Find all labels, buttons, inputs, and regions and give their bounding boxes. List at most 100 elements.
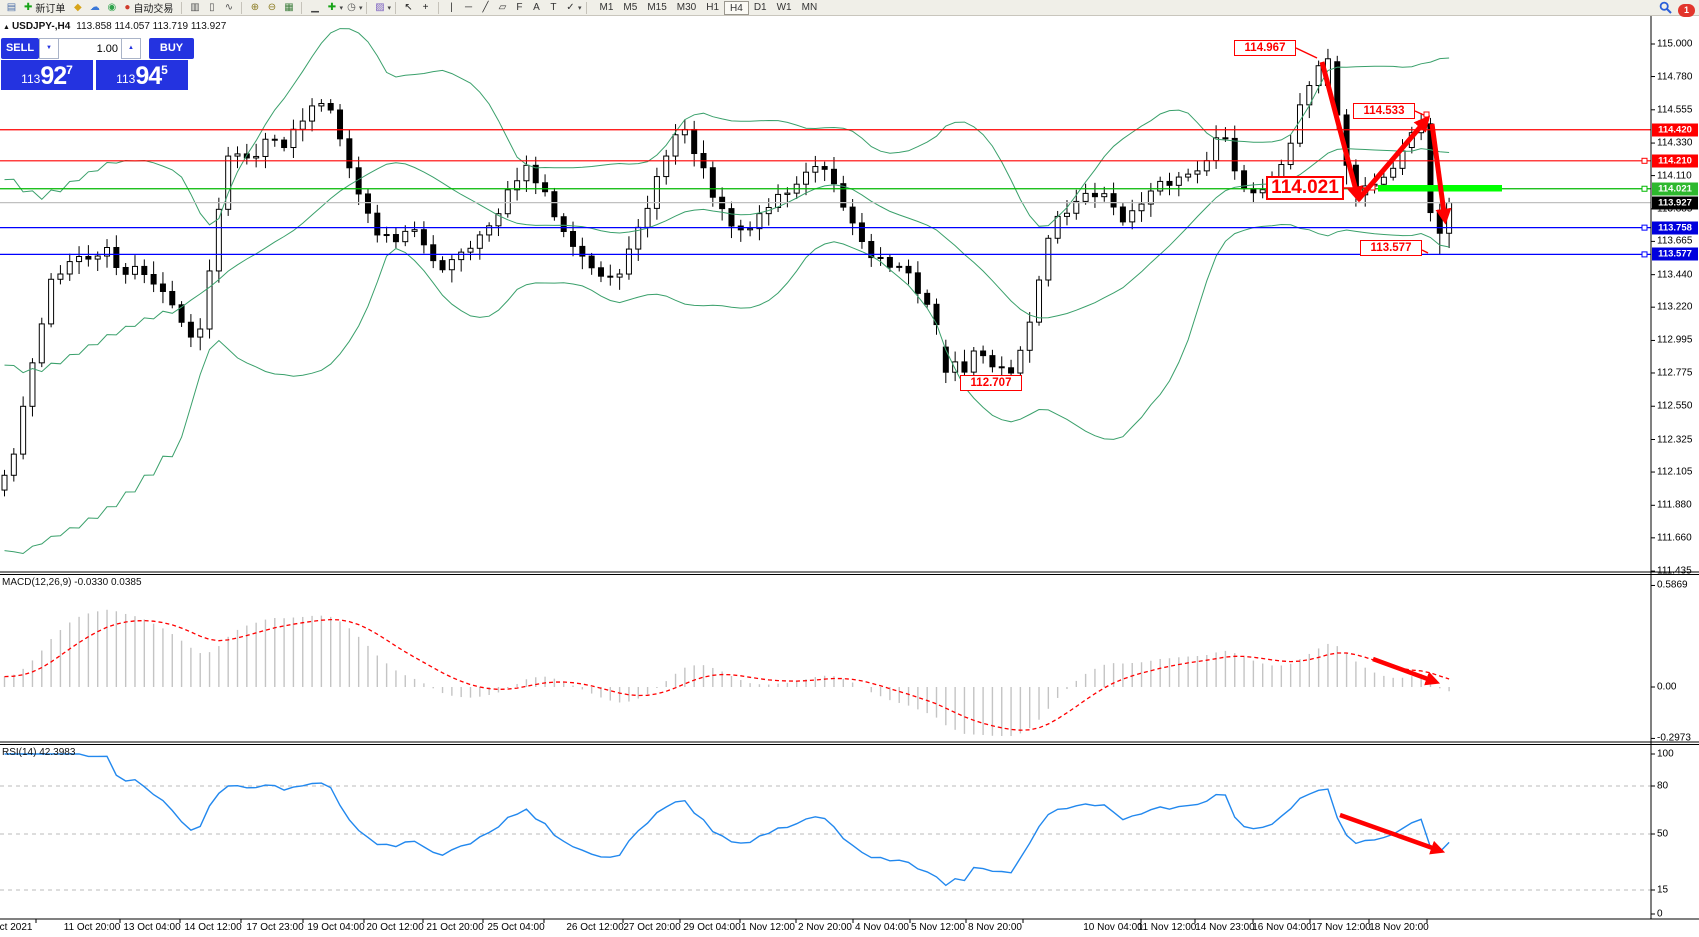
time-axis-label: 14 Oct 12:00 — [184, 922, 242, 933]
notification-badge[interactable]: 1 — [1678, 3, 1695, 17]
timeframe-clock-icon-dropdown[interactable]: ▾ — [358, 4, 363, 12]
time-axis-label: 29 Oct 04:00 — [683, 922, 741, 933]
search-icon[interactable] — [1659, 1, 1672, 19]
favorites-icon[interactable]: ◆ — [74, 1, 82, 13]
annotation-113.577[interactable]: 113.577 — [1360, 240, 1422, 256]
one-click-price-row: 113 92 7 113 94 5 — [1, 60, 198, 90]
price-tick-label: 111.435 — [1657, 565, 1692, 577]
price-tick-label: 114.110 — [1657, 170, 1692, 182]
bar-chart-icon[interactable]: ▥ — [190, 1, 200, 13]
timeframe-button-h1[interactable]: H1 — [706, 1, 720, 13]
price-tick-label: 112.775 — [1657, 367, 1693, 379]
text-icon[interactable]: A — [533, 1, 540, 13]
crosshair-icon[interactable]: + — [422, 1, 429, 13]
indicator-window-icon[interactable]: ▁ — [311, 1, 319, 13]
price-badge-113.927: 113.927 — [1652, 196, 1698, 210]
chart-window-icon[interactable]: ▤ — [6, 1, 17, 13]
rsi-tick-label: 0 — [1657, 908, 1663, 920]
symbol-name: USDJPY-,H4 — [11, 21, 71, 32]
zoom-out-icon[interactable]: ⊖ — [267, 1, 277, 13]
symbol-marker-icon: ▲ — [3, 24, 10, 31]
add-indicator-icon-dropdown[interactable]: ▾ — [339, 4, 343, 12]
buy-price-sup: 5 — [161, 63, 168, 77]
volume-input[interactable] — [59, 39, 121, 59]
toolbar-separator — [437, 1, 439, 14]
horizontal-line-icon[interactable]: ─ — [464, 1, 473, 13]
timeframe-button-m15[interactable]: M15 — [647, 1, 667, 13]
channel-icon[interactable]: ▱ — [498, 1, 507, 13]
annotation-114.021[interactable]: 114.021 — [1266, 176, 1344, 200]
zoom-in-icon[interactable]: ⊕ — [250, 1, 260, 13]
rsi-tick-label: 15 — [1657, 884, 1669, 896]
macd-tick-label: 0.5869 — [1657, 579, 1688, 591]
sell-price-sup: 7 — [66, 63, 73, 77]
templates-icon-dropdown[interactable]: ▾ — [387, 4, 391, 12]
timeframe-toolbar: M1 M5 M15 M30 H1 H4 D1 W1 MN — [595, 0, 823, 15]
time-axis-label: 16 Nov 04:00 — [1252, 922, 1312, 933]
trend-arrow — [1356, 115, 1431, 202]
community-icon[interactable]: ☁ — [89, 1, 100, 13]
symbol-info-line: ▲ USDJPY-,H4 113.858 114.057 113.719 113.9… — [3, 21, 226, 32]
price-tick-label: 114.780 — [1657, 71, 1693, 83]
timeframe-button-m30[interactable]: M30 — [676, 1, 697, 13]
vertical-line-icon[interactable]: | — [450, 1, 453, 13]
time-axis-label: 10 Nov 04:00 — [1083, 922, 1143, 933]
annotation-112.707[interactable]: 112.707 — [960, 375, 1022, 391]
price-tick-label: 115.000 — [1657, 38, 1693, 50]
price-badge-114.210: 114.210 — [1652, 154, 1698, 168]
new-order-icon: ✚ — [24, 2, 33, 13]
toolbar-separator — [394, 1, 396, 14]
buy-button[interactable]: BUY — [149, 38, 194, 59]
volume-decrease-stepper[interactable]: ▼ — [39, 38, 59, 59]
autotrading-button-label: 自动交易 — [133, 4, 174, 15]
buy-price-display[interactable]: 113 94 5 — [96, 60, 188, 90]
time-axis-label: 17 Nov 12:00 — [1311, 922, 1371, 933]
sell-price-display[interactable]: 113 92 7 — [1, 60, 93, 90]
timeframe-button-mn[interactable]: MN — [801, 1, 818, 13]
cursor-icon[interactable]: ↖ — [404, 1, 413, 13]
trendline-icon[interactable]: ╱ — [482, 1, 489, 13]
annotation-114.967[interactable]: 114.967 — [1234, 40, 1296, 56]
timeframe-button-w1[interactable]: W1 — [776, 1, 792, 13]
price-badge-113.577: 113.577 — [1652, 247, 1698, 261]
tile-windows-icon[interactable]: ▦ — [284, 1, 294, 13]
time-axis-label: 25 Oct 04:00 — [487, 922, 545, 933]
time-axis-label: 8 Oct 2021 — [0, 922, 33, 933]
price-tick-label: 111.880 — [1657, 499, 1692, 511]
arrows-tool-icon-dropdown[interactable]: ▾ — [577, 4, 582, 12]
volume-field-wrap — [59, 38, 121, 59]
fibonacci-icon[interactable]: F — [516, 1, 523, 13]
macd-tick-label: 0.00 — [1657, 681, 1677, 693]
arrows-tool-icon[interactable]: ✓ — [566, 1, 575, 13]
time-axis-label: 11 Nov 12:00 — [1137, 922, 1197, 933]
candlestick-chart-icon[interactable]: ▯ — [209, 1, 215, 13]
timeframe-button-h4[interactable]: H4 — [724, 0, 749, 15]
annotation-114.533[interactable]: 114.533 — [1353, 103, 1415, 119]
add-indicator-icon[interactable]: ✚ — [327, 1, 337, 13]
label-icon[interactable]: T — [550, 1, 557, 13]
toolbar-separator — [301, 1, 303, 14]
templates-icon[interactable]: ▨ — [375, 1, 385, 13]
autotrading-icon: ● — [124, 2, 131, 13]
buy-price-big: 94 — [135, 62, 162, 90]
toolbar-separator — [181, 1, 183, 14]
volume-increase-stepper[interactable]: ▲ — [121, 38, 141, 59]
timeframe-clock-icon[interactable]: ◷ — [347, 1, 356, 13]
time-axis-label: 8 Nov 20:00 — [968, 922, 1022, 933]
price-badge-114.420: 114.420 — [1652, 123, 1698, 137]
autotrading-button[interactable]: ● 自动交易 — [120, 1, 177, 15]
timeframe-button-m1[interactable]: M1 — [599, 1, 614, 13]
sell-price-prefix: 113 — [21, 72, 41, 86]
timeframe-button-d1[interactable]: D1 — [753, 1, 767, 13]
price-badge-114.021: 114.021 — [1652, 182, 1698, 196]
toolbar-left-group: ▤ ✚ 新订单 ◆ ☁ ◉ ● 自动交易 ▥ ▯ ∿ ⊕ ⊖ ▦ ▁ ✚ ▾ ◷ ▾ ▨ ▾ ↖ + | ─ ╱ ▱ F A T ✓ ▾ — [3, 1, 591, 15]
macd-label: MACD(12,26,9) -0.0330 0.0385 — [2, 577, 142, 588]
line-chart-icon[interactable]: ∿ — [224, 1, 234, 13]
sell-button[interactable]: SELL — [1, 38, 39, 59]
timeframe-button-m5[interactable]: M5 — [623, 1, 638, 13]
toolbar-separator — [241, 1, 243, 14]
signals-icon[interactable]: ◉ — [107, 1, 117, 13]
new-order-button[interactable]: ✚ 新订单 — [20, 1, 69, 15]
